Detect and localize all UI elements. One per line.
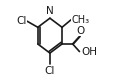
Text: O: O	[76, 26, 84, 36]
Text: CH₃: CH₃	[72, 15, 90, 25]
Text: Cl: Cl	[45, 66, 55, 76]
Text: N: N	[46, 6, 54, 16]
Text: Cl: Cl	[16, 16, 26, 26]
Text: OH: OH	[82, 47, 98, 57]
